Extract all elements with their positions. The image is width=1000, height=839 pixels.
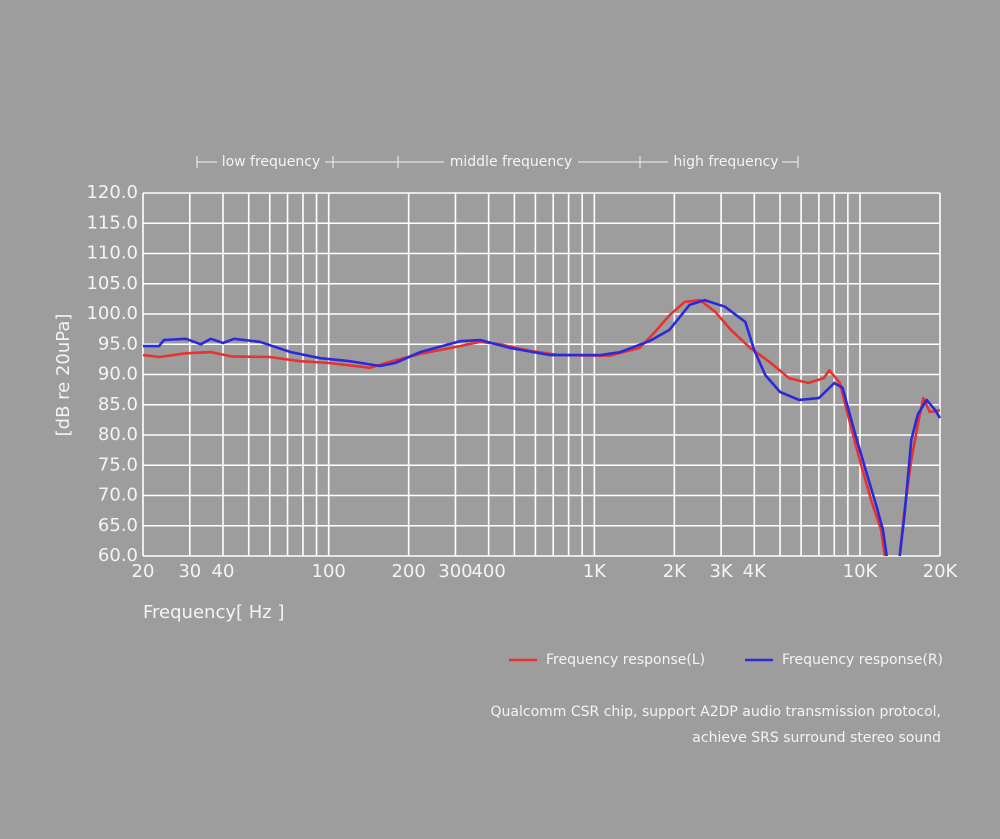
y-tick-label: 75.0 [98, 454, 138, 475]
y-tick-label: 115.0 [86, 212, 138, 233]
x-tick-label: 20 [132, 561, 155, 582]
y-tick-label: 105.0 [86, 273, 138, 294]
frequency-brackets [196, 156, 799, 168]
footnote: achieve SRS surround stereo sound [692, 730, 941, 746]
x-tick-label: 3K [709, 561, 733, 582]
x-tick-label: 4K [743, 561, 767, 582]
x-tick-label: 100 [312, 561, 346, 582]
y-tick-label: 85.0 [98, 394, 138, 415]
legend-label: Frequency response(L) [546, 652, 705, 668]
footnote: Qualcomm CSR chip, support A2DP audio tr… [491, 704, 941, 720]
y-tick-label: 120.0 [86, 182, 138, 203]
annotation: low frequency [222, 154, 321, 170]
y-tick-label: 90.0 [98, 364, 138, 385]
x-tick-label: 40 [212, 561, 235, 582]
y-tick-label: 70.0 [98, 485, 138, 506]
annotation: high frequency [673, 154, 778, 170]
x-axis-label: Frequency[ Hz ] [143, 602, 284, 623]
x-tick-label: 20K [923, 561, 959, 582]
x-tick-label: 30 [178, 561, 201, 582]
x-tick-label: 400 [471, 561, 505, 582]
y-tick-label: 65.0 [98, 515, 138, 536]
x-tick-label: 2K [663, 561, 687, 582]
y-tick-label: 110.0 [86, 243, 138, 264]
y-axis-label: [dB re 20uPa] [53, 314, 74, 437]
x-tick-label: 200 [391, 561, 425, 582]
x-tick-label: 300 [438, 561, 472, 582]
y-tick-label: 100.0 [86, 303, 138, 324]
x-tick-label: 10K [843, 561, 879, 582]
legend-label: Frequency response(R) [782, 652, 943, 668]
y-tick-label: 95.0 [98, 333, 138, 354]
y-tick-label: 80.0 [98, 424, 138, 445]
annotation: middle frequency [450, 154, 572, 170]
response-curve [143, 298, 942, 557]
x-tick-label: 1K [583, 561, 607, 582]
y-tick-label: 60.0 [98, 545, 138, 566]
